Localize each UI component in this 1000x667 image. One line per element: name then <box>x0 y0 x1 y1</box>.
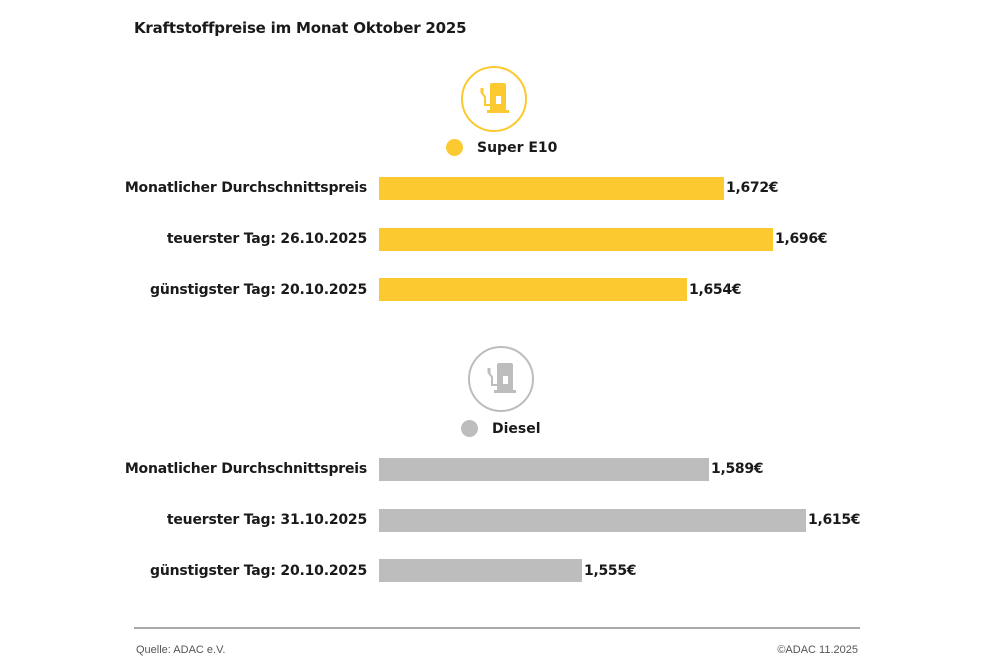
bar-value: 1,555€ <box>584 563 637 579</box>
bar-value: 1,589€ <box>711 461 764 477</box>
legend-dot <box>446 139 463 156</box>
footer-divider <box>134 627 860 629</box>
row-label: günstigster Tag: 20.10.2025 <box>150 563 367 579</box>
bar-super-e10-avg <box>379 177 724 200</box>
row-label: Monatlicher Durchschnittspreis <box>124 180 367 196</box>
legend-dot <box>461 420 478 437</box>
bar-value: 1,615€ <box>808 512 861 528</box>
chart-title: Kraftstoffpreise im Monat Oktober 2025 <box>134 19 467 37</box>
bar-diesel-max <box>379 509 806 532</box>
row-label: teuerster Tag: 31.10.2025 <box>166 512 367 528</box>
fuel-pump-icon <box>461 66 527 132</box>
bar-super-e10-min <box>379 278 687 301</box>
bar-diesel-avg <box>379 458 709 481</box>
bar-value: 1,672€ <box>726 180 779 196</box>
legend-label: Diesel <box>492 420 541 437</box>
legend-super-e10: Super E10 <box>446 139 557 156</box>
copyright-note: ©ADAC 11.2025 <box>777 644 858 656</box>
legend-label: Super E10 <box>477 139 558 156</box>
row-label: Monatlicher Durchschnittspreis <box>124 461 367 477</box>
row-label: günstigster Tag: 20.10.2025 <box>150 282 367 298</box>
bar-diesel-min <box>379 559 582 582</box>
row-label: teuerster Tag: 26.10.2025 <box>166 231 367 247</box>
fuel-pump-icon <box>468 346 534 412</box>
bar-value: 1,696€ <box>775 231 828 247</box>
source-note: Quelle: ADAC e.V. <box>136 644 226 656</box>
legend-diesel: Diesel <box>461 420 541 437</box>
bar-value: 1,654€ <box>689 282 742 298</box>
bar-super-e10-max <box>379 228 773 251</box>
